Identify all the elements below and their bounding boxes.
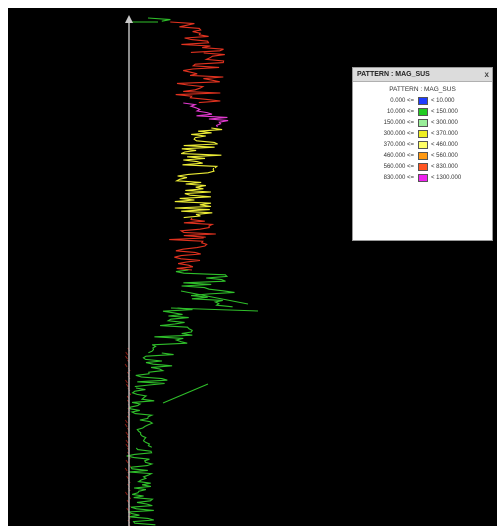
legend-color-swatch (418, 152, 428, 160)
trace-baseline-mark (125, 431, 129, 436)
legend-row: 560.000 <= < 830.000 (353, 162, 492, 173)
legend-panel[interactable]: PATTERN : MAG_SUS x PATTERN : MAG_SUS 0.… (352, 67, 493, 241)
trace-baseline-mark (126, 475, 130, 480)
legend-color-swatch (418, 108, 428, 116)
trace-baseline-mark (124, 363, 128, 368)
trace-segment (170, 21, 224, 53)
trace-baseline-mark (124, 491, 128, 496)
trace-segment (183, 102, 229, 128)
legend-color-swatch (418, 119, 428, 127)
trace-spike (170, 307, 259, 312)
trace-segment (175, 269, 235, 308)
trace-baseline-mark (125, 351, 129, 356)
trace-baseline-mark (125, 443, 129, 448)
legend-row: 10.000 <= < 150.000 (353, 107, 492, 118)
trace-segment (148, 307, 193, 354)
trace-segment (126, 447, 156, 526)
legend-color-swatch (418, 174, 428, 182)
legend-row-low-bound: 300.000 <= (383, 131, 414, 137)
trace-baseline-mark (124, 419, 128, 424)
legend-color-swatch (418, 97, 428, 105)
trace-baseline-mark (124, 467, 128, 472)
legend-row-high-bound: < 300.000 (431, 120, 458, 126)
legend-row-high-bound: < 1300.000 (431, 175, 462, 181)
legend-subtitle: PATTERN : MAG_SUS (389, 86, 456, 93)
trace-segment (180, 127, 223, 169)
trace-baseline-mark (125, 439, 129, 444)
mag-sus-trace (124, 17, 259, 526)
plot-viewport[interactable]: PATTERN : MAG_SUS x PATTERN : MAG_SUS 0.… (8, 8, 497, 526)
trace-segment (169, 237, 208, 271)
legend-color-swatch (418, 163, 428, 171)
legend-row-low-bound: 370.000 <= (383, 142, 414, 148)
legend-row-low-bound: 460.000 <= (383, 153, 414, 159)
legend-row-high-bound: < 370.000 (431, 131, 458, 137)
legend-title-bar[interactable]: PATTERN : MAG_SUS x (353, 68, 492, 82)
legend-row-high-bound: < 560.000 (431, 153, 458, 159)
trace-segment (175, 52, 225, 104)
trace-segment (134, 352, 174, 388)
trace-segment (147, 17, 171, 22)
close-icon[interactable]: x (484, 70, 489, 79)
legend-row-low-bound: 830.000 <= (383, 175, 414, 181)
trace-baseline-mark (125, 379, 128, 384)
trace-segment (129, 387, 155, 448)
legend-row: 370.000 <= < 460.000 (353, 140, 492, 151)
legend-color-swatch (418, 141, 428, 149)
legend-row-low-bound: 560.000 <= (383, 164, 414, 170)
legend-row: 0.000 <= < 10.000 (353, 96, 492, 107)
trace-baseline-mark (125, 383, 129, 388)
legend-row-low-bound: 0.000 <= (390, 98, 414, 104)
legend-row: 150.000 <= < 300.000 (353, 118, 492, 129)
legend-row: 300.000 <= < 370.000 (353, 129, 492, 140)
legend-row: 460.000 <= < 560.000 (353, 151, 492, 162)
legend-row-high-bound: < 460.000 (431, 142, 458, 148)
legend-row-high-bound: < 150.000 (431, 109, 458, 115)
trace-baseline-mark (125, 355, 128, 360)
legend-row-high-bound: < 10.000 (431, 98, 455, 104)
axis-arrow-icon (125, 15, 133, 23)
legend-row-low-bound: 10.000 <= (386, 109, 414, 115)
legend-row-high-bound: < 830.000 (431, 164, 458, 170)
trace-segment (174, 167, 215, 219)
legend-title: PATTERN : MAG_SUS (357, 71, 430, 78)
trace-spike (162, 383, 209, 404)
legend-color-swatch (418, 130, 428, 138)
trace-baseline-mark (124, 423, 128, 428)
trace-baseline-mark (125, 459, 129, 464)
mag-sus-log-plot (124, 15, 259, 526)
legend-rows: 0.000 <= < 10.000 10.000 <= < 150.000 150.00… (353, 96, 492, 184)
trace-spike (180, 290, 249, 305)
legend-row: 830.000 <= < 1300.000 (353, 173, 492, 184)
trace-segment (179, 217, 216, 238)
legend-row-low-bound: 150.000 <= (383, 120, 414, 126)
